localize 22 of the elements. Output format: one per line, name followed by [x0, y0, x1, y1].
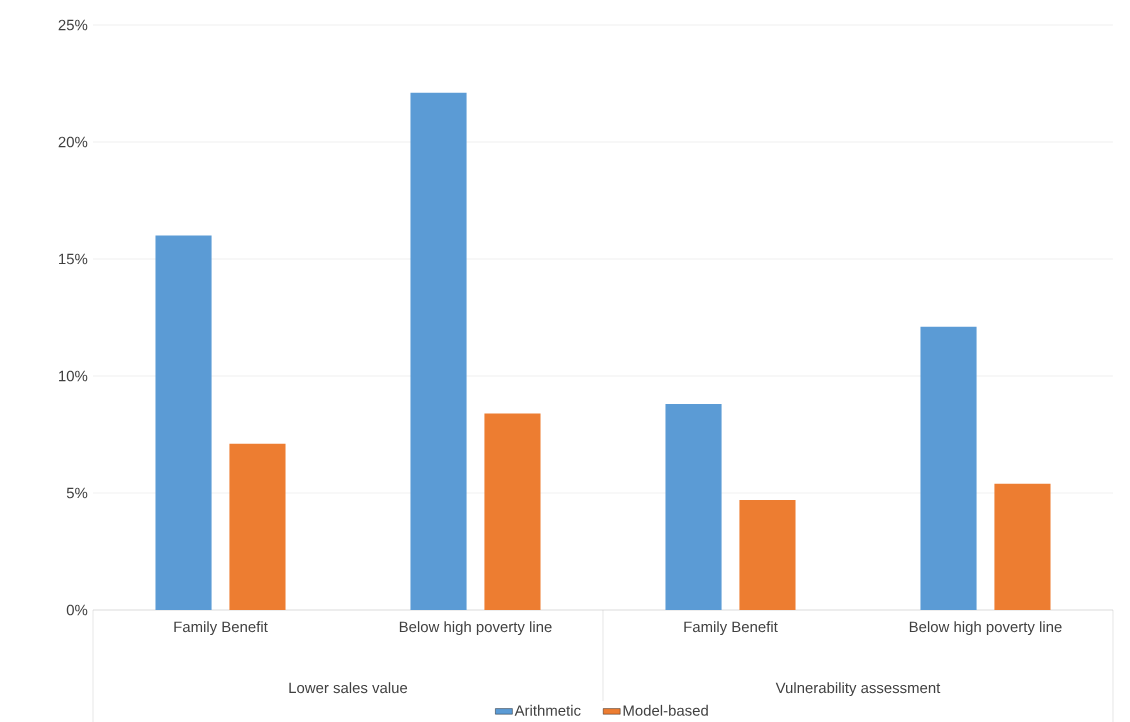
bar — [410, 92, 467, 610]
bar — [484, 413, 541, 610]
bar — [739, 500, 796, 610]
y-tick-label: 0% — [66, 604, 88, 616]
bar — [994, 483, 1051, 610]
legend-label: Arithmetic — [514, 704, 581, 716]
y-tick-label: 20% — [58, 136, 88, 148]
y-tick-label: 10% — [59, 370, 88, 382]
x-tick-label: Family Benefit — [684, 621, 778, 636]
bar — [155, 235, 212, 610]
y-tick-label: 25% — [58, 19, 88, 31]
x-tick-label: Family Benefit — [174, 621, 268, 636]
legend-label: Model-based — [623, 704, 708, 716]
bar — [920, 326, 977, 610]
x-tick-label: Below high poverty line — [909, 621, 1062, 636]
bar — [229, 443, 286, 610]
text: Lower sales value — [289, 682, 408, 694]
y-tick-label: 15% — [59, 253, 88, 265]
bar — [665, 404, 722, 610]
y-tick-label: 5% — [66, 487, 88, 499]
x-tick-label: Below high poverty line — [399, 621, 552, 636]
text: Vulnerability assessment — [775, 682, 941, 697]
